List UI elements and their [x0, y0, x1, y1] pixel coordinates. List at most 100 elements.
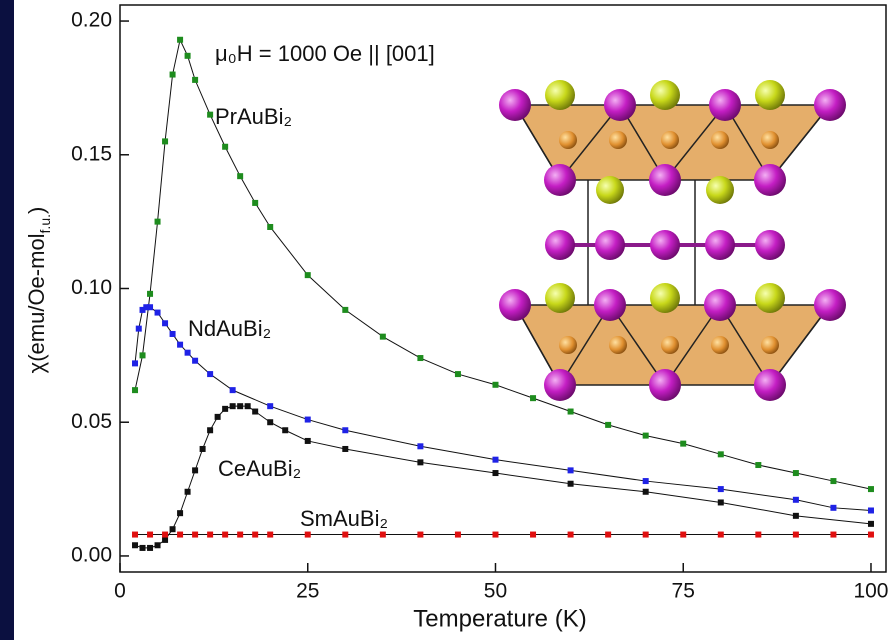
- y-tick-label: 0.05: [71, 410, 112, 433]
- data-point: [207, 532, 213, 538]
- x-tick-label: 25: [296, 580, 319, 603]
- data-point: [237, 173, 243, 179]
- data-point: [755, 532, 761, 538]
- data-point: [342, 427, 348, 433]
- data-point: [162, 532, 168, 538]
- data-point: [755, 462, 761, 468]
- data-point: [342, 446, 348, 452]
- data-point: [252, 409, 258, 415]
- data-point: [417, 443, 423, 449]
- data-point: [305, 417, 311, 423]
- x-tick-label: 50: [484, 580, 507, 603]
- data-point: [207, 112, 213, 118]
- data-point: [267, 532, 273, 538]
- data-point: [192, 77, 198, 83]
- data-point: [342, 532, 348, 538]
- data-point: [492, 532, 498, 538]
- data-point: [718, 499, 724, 505]
- data-point: [200, 446, 206, 452]
- data-point: [162, 138, 168, 144]
- data-point: [147, 291, 153, 297]
- data-point: [192, 358, 198, 364]
- data-point: [643, 433, 649, 439]
- data-point: [252, 532, 258, 538]
- y-tick-label: 0.10: [71, 276, 112, 299]
- x-tick-label: 75: [672, 580, 695, 603]
- y-tick-label: 0.20: [71, 9, 112, 32]
- data-point: [192, 467, 198, 473]
- data-point: [185, 489, 191, 495]
- data-point: [136, 326, 142, 332]
- data-point: [147, 532, 153, 538]
- data-point: [680, 441, 686, 447]
- data-point: [207, 427, 213, 433]
- series-label: PrAuBi₂: [215, 104, 292, 129]
- data-point: [568, 532, 574, 538]
- data-point: [177, 37, 183, 43]
- x-tick-label: 100: [853, 580, 888, 603]
- data-point: [718, 486, 724, 492]
- data-point: [162, 320, 168, 326]
- data-point: [830, 532, 836, 538]
- data-point: [132, 542, 138, 548]
- x-tick-label: 0: [114, 580, 126, 603]
- data-point: [643, 532, 649, 538]
- data-point: [170, 526, 176, 532]
- data-point: [718, 451, 724, 457]
- field-annotation: μ₀H = 1000 Oe || [001]: [215, 41, 435, 66]
- data-point: [305, 532, 311, 538]
- data-point: [492, 470, 498, 476]
- y-tick-label: 0.00: [71, 543, 112, 566]
- series-label: CeAuBi₂: [218, 456, 301, 481]
- data-point: [147, 545, 153, 551]
- data-point: [793, 513, 799, 519]
- data-point: [222, 406, 228, 412]
- data-point: [868, 486, 874, 492]
- data-point: [267, 224, 273, 230]
- data-point: [267, 403, 273, 409]
- data-point: [605, 422, 611, 428]
- y-axis-title-sub: f.u.: [37, 214, 53, 233]
- y-tick-label: 0.15: [71, 142, 112, 165]
- data-point: [237, 403, 243, 409]
- data-point: [155, 219, 161, 225]
- data-point: [177, 532, 183, 538]
- data-point: [492, 382, 498, 388]
- series-label: SmAuBi₂: [300, 506, 388, 531]
- data-point: [417, 532, 423, 538]
- data-point: [207, 371, 213, 377]
- data-point: [793, 497, 799, 503]
- data-point: [568, 481, 574, 487]
- y-axis-title-end: ): [24, 207, 49, 214]
- series-label: NdAuBi₂: [188, 316, 271, 341]
- data-point: [267, 419, 273, 425]
- data-point: [380, 532, 386, 538]
- y-axis-title-main: χ(emu/Oe-mol: [24, 233, 49, 373]
- data-point: [147, 304, 153, 310]
- data-point: [417, 355, 423, 361]
- data-point: [530, 532, 536, 538]
- data-point: [192, 532, 198, 538]
- data-point: [417, 459, 423, 465]
- data-point: [155, 310, 161, 316]
- data-point: [282, 427, 288, 433]
- data-point: [140, 545, 146, 551]
- data-point: [170, 331, 176, 337]
- data-point: [605, 532, 611, 538]
- data-point: [222, 532, 228, 538]
- data-point: [680, 532, 686, 538]
- data-point: [230, 403, 236, 409]
- data-point: [237, 532, 243, 538]
- data-point: [185, 53, 191, 59]
- data-point: [215, 414, 221, 420]
- data-point: [455, 371, 461, 377]
- data-point: [868, 532, 874, 538]
- data-point: [568, 467, 574, 473]
- data-point: [830, 505, 836, 511]
- data-point: [643, 478, 649, 484]
- data-point: [177, 510, 183, 516]
- data-point: [868, 521, 874, 527]
- data-point: [643, 489, 649, 495]
- data-point: [305, 438, 311, 444]
- data-point: [222, 144, 228, 150]
